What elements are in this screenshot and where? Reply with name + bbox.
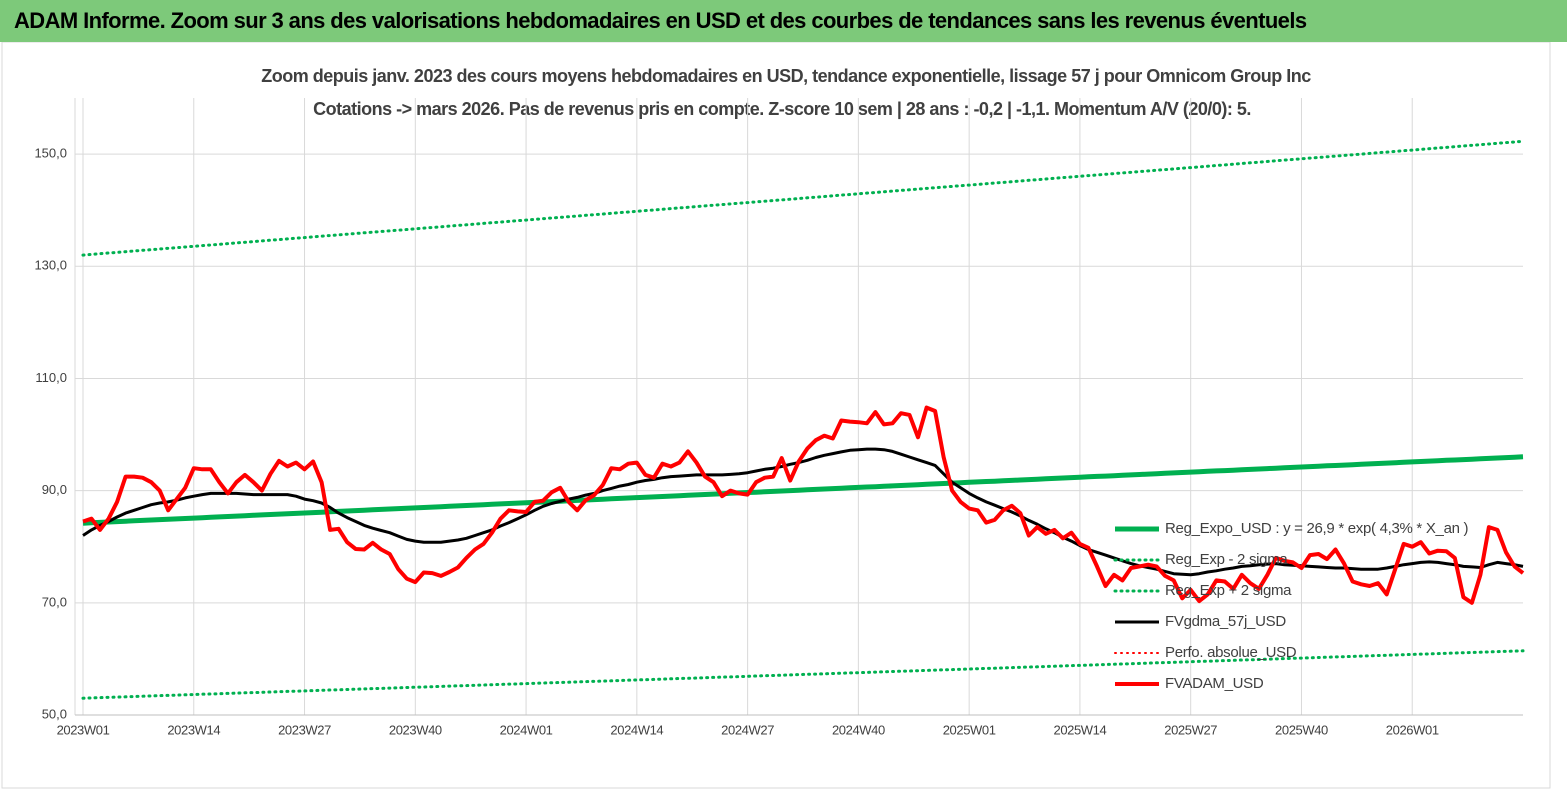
legend-label: FVgdma_57j_USD: [1165, 613, 1286, 630]
x-tick-label: 2025W01: [943, 722, 996, 737]
x-tick-label: 2025W27: [1164, 722, 1217, 737]
x-tick-label: 2023W40: [389, 722, 442, 737]
x-tick-label: 2025W14: [1053, 722, 1106, 737]
y-tick-label: 110,0: [35, 370, 67, 385]
legend-label: Reg_Exp - 2 sigma: [1165, 551, 1288, 568]
x-tick-label: 2025W40: [1275, 722, 1328, 737]
x-tick-label: 2024W01: [500, 722, 553, 737]
legend-label: Reg_Exp + 2 sigma: [1165, 582, 1292, 599]
x-tick-label: 2024W14: [610, 722, 663, 737]
y-tick-label: 150,0: [34, 146, 67, 161]
y-tick-label: 50,0: [42, 706, 67, 721]
y-tick-label: 70,0: [42, 594, 67, 609]
x-tick-label: 2023W01: [57, 722, 110, 737]
chart-subtitle: Cotations -> mars 2026. Pas de revenus p…: [313, 99, 1251, 119]
legend-label: FVADAM_USD: [1165, 675, 1264, 692]
series-line: [82, 447, 1524, 577]
header-title: ADAM Informe. Zoom sur 3 ans des valoris…: [14, 8, 1307, 33]
chart-title: Zoom depuis janv. 2023 des cours moyens …: [261, 66, 1311, 86]
chart: Zoom depuis janv. 2023 des cours moyens …: [1, 42, 1551, 789]
x-tick-label: 2023W14: [167, 722, 220, 737]
y-tick-label: 130,0: [34, 258, 67, 273]
series-line: [82, 454, 1524, 526]
series-line: [82, 405, 1525, 605]
x-tick-label: 2024W27: [721, 722, 774, 737]
legend-label: Perfo. absolue_USD: [1165, 644, 1297, 661]
x-tick-label: 2024W40: [832, 722, 885, 737]
series-line: [81, 139, 1525, 257]
series-line: [81, 649, 1525, 700]
x-tick-label: 2026W01: [1386, 722, 1439, 737]
header: ADAM Informe. Zoom sur 3 ans des valoris…: [0, 0, 1567, 42]
y-tick-label: 90,0: [42, 482, 67, 497]
legend-label: Reg_Expo_USD : y = 26,9 * exp( 4,3% * X_…: [1165, 520, 1469, 537]
x-tick-label: 2023W27: [278, 722, 331, 737]
chart-frame: [1, 42, 1551, 789]
